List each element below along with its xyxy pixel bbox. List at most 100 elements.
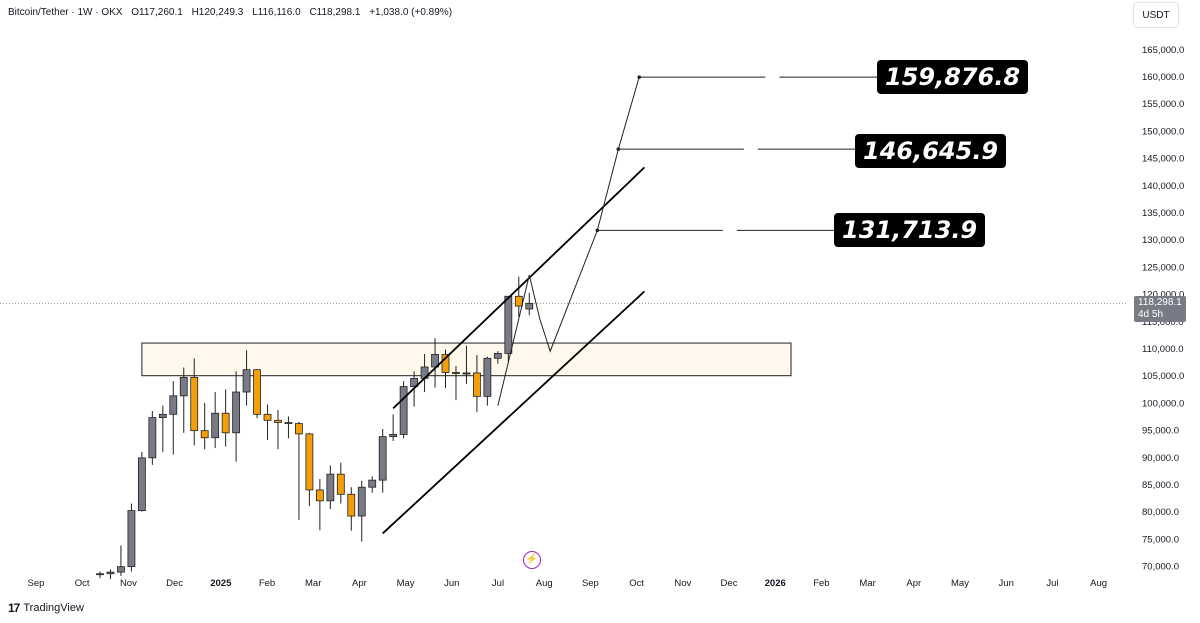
x-axis-tick-label: Oct [629, 578, 644, 589]
y-axis-tick-label: 70,000.0 [1142, 562, 1179, 573]
candle-body [117, 566, 125, 573]
x-axis-tick-label: Aug [1090, 578, 1107, 589]
candle-body [326, 473, 335, 502]
x-axis-tick-label: Jun [444, 578, 459, 589]
y-axis-tick-label: 145,000.0 [1142, 154, 1184, 165]
candle-body [232, 391, 241, 434]
y-axis-tick-label: 160,000.0 [1142, 72, 1184, 83]
candle-body [127, 510, 136, 568]
x-axis-tick-label: Dec [721, 578, 738, 589]
candle-body [106, 571, 115, 575]
x-axis-tick-label: May [951, 578, 969, 589]
y-axis-tick-label: 140,000.0 [1142, 181, 1184, 192]
candle-body [242, 369, 251, 393]
candle-body [211, 412, 220, 439]
x-axis-tick-label: Sep [28, 578, 45, 589]
target-label-2: 146,645.9 [855, 134, 1007, 168]
currency-button[interactable]: USDT [1133, 2, 1179, 28]
candle-body [378, 436, 387, 481]
y-axis-tick-label: 80,000.0 [1142, 507, 1179, 518]
x-axis-tick-label: Mar [859, 578, 875, 589]
target-label-3: 131,713.9 [834, 213, 986, 247]
candle-body [169, 395, 178, 415]
x-axis-tick-label: Apr [352, 578, 367, 589]
y-axis-tick-label: 115,000.0 [1142, 317, 1184, 328]
x-axis-tick-label: Jul [1046, 578, 1058, 589]
symbol-title[interactable]: Bitcoin/Tether · 1W · OKX [8, 7, 123, 18]
candle-body [284, 422, 293, 424]
y-axis-tick-label: 95,000.0 [1142, 426, 1179, 437]
y-axis-tick-label: 105,000.0 [1142, 371, 1184, 382]
candle-body [368, 479, 377, 488]
y-axis-tick-label: 110,000.0 [1142, 344, 1184, 355]
y-axis-tick-label: 85,000.0 [1142, 480, 1179, 491]
target-label-1: 159,876.8 [877, 60, 1029, 94]
x-axis-tick-label: Aug [536, 578, 553, 589]
change-value: +1,038.0 (+0.89%) [369, 7, 453, 18]
x-axis-tick-label: Dec [166, 578, 183, 589]
candle-body [473, 372, 481, 397]
candle-body [493, 352, 502, 359]
candle-body [148, 417, 157, 459]
current-price-tag: 118,298.1 4d 5h [1134, 296, 1186, 322]
x-axis-tick-label: 2026 [765, 578, 786, 589]
current-price-value: 118,298.1 [1138, 297, 1182, 308]
candle-body [295, 423, 303, 435]
channel-lower-line [382, 290, 646, 535]
y-axis-tick-label: 100,000.0 [1142, 398, 1184, 409]
y-axis-tick-label: 125,000.0 [1142, 262, 1184, 273]
y-axis-tick-label: 150,000.0 [1142, 126, 1184, 137]
x-axis-tick-label: Mar [305, 578, 321, 589]
x-axis-tick-label: Apr [906, 578, 921, 589]
candle-body [274, 419, 282, 423]
x-axis-tick-label: Feb [259, 578, 275, 589]
x-axis-tick-label: Sep [582, 578, 599, 589]
candle-body [263, 413, 272, 421]
y-axis-tick-label: 155,000.0 [1142, 99, 1184, 110]
candle-body [190, 376, 199, 432]
candle-body [305, 433, 314, 491]
y-axis-tick-label: 90,000.0 [1142, 453, 1179, 464]
candle-body [525, 302, 534, 310]
close-value: C118,298.1 [309, 7, 361, 18]
candle-body [179, 376, 188, 397]
x-axis-tick-label: 2025 [210, 578, 232, 589]
y-axis-tick-label: 75,000.0 [1142, 534, 1179, 545]
candle-body [441, 354, 450, 373]
symbol-legend: Bitcoin/Tether · 1W · OKX O117,260.1 H12… [8, 7, 458, 18]
y-axis-tick-label: 165,000.0 [1142, 45, 1184, 56]
x-axis-tick-label: Nov [674, 578, 691, 589]
candle-body [357, 486, 366, 517]
lightning-icon[interactable]: ⚡ [523, 551, 541, 569]
tradingview-wordmark: TradingView [23, 602, 84, 614]
tradingview-logo[interactable]: 17 TradingView [8, 601, 84, 615]
candle-body [315, 489, 324, 502]
bar-countdown: 4d 5h [1138, 309, 1164, 320]
candle-body [221, 412, 230, 434]
candle-body [504, 295, 513, 354]
candle-body [452, 372, 460, 374]
low-value: L116,116.0 [252, 7, 301, 18]
x-axis-tick-label: Jul [492, 578, 504, 589]
candle-body [514, 295, 523, 307]
candle-body [137, 457, 146, 512]
y-axis-tick-label: 120,000.0 [1142, 290, 1184, 301]
high-value: H120,249.3 [191, 7, 244, 18]
candle-body [253, 369, 261, 415]
candle-body [158, 413, 167, 418]
y-axis-tick-label: 130,000.0 [1142, 235, 1184, 246]
candle-body [483, 357, 492, 397]
channel-upper-line [392, 166, 646, 409]
candle-body [462, 372, 471, 375]
candle-body [347, 493, 356, 517]
x-axis-tick-label: Oct [75, 578, 90, 589]
candle-body [410, 378, 419, 387]
candle-body [336, 473, 345, 495]
x-axis-tick-label: Jun [999, 578, 1014, 589]
open-value: O117,260.1 [131, 7, 183, 18]
y-axis-tick-label: 135,000.0 [1142, 208, 1184, 219]
tradingview-logo-icon: 17 [8, 601, 20, 615]
candle-body [200, 430, 209, 439]
candle-body [96, 573, 104, 576]
